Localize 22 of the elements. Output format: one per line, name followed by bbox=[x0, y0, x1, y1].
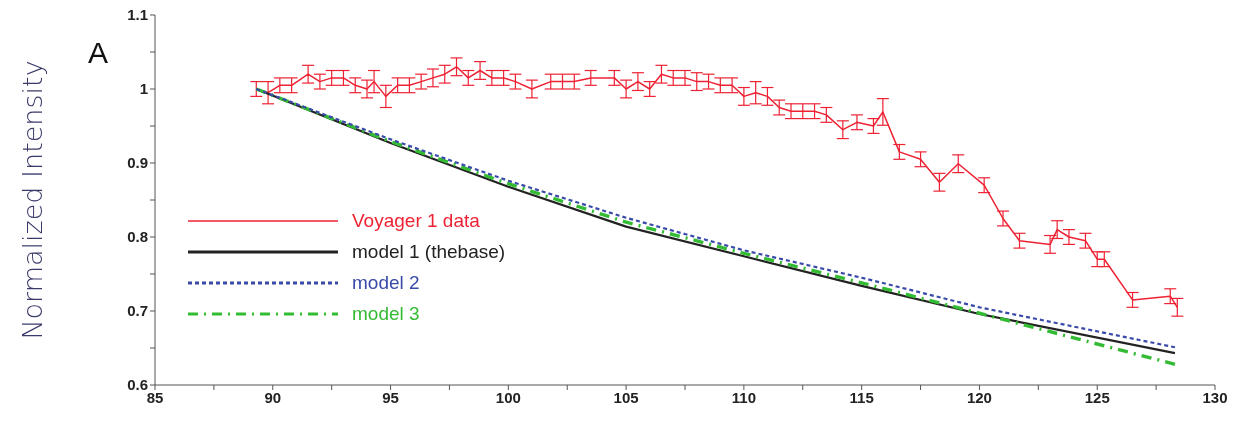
y-tick-label: 1.1 bbox=[127, 6, 148, 24]
x-tick-label: 85 bbox=[146, 388, 164, 406]
x-tick-label: 120 bbox=[966, 388, 992, 406]
y-axis-title: Normalized Intensity bbox=[17, 60, 48, 340]
x-tick-label: 105 bbox=[613, 388, 639, 406]
y-tick-label: 0.7 bbox=[127, 302, 148, 320]
x-tick-label: 125 bbox=[1084, 388, 1110, 406]
text: model 3 bbox=[352, 302, 420, 325]
x-tick-label: 100 bbox=[495, 388, 521, 406]
x-tick-label: 110 bbox=[731, 388, 756, 406]
x-tick-label: 90 bbox=[264, 388, 282, 406]
text: A bbox=[88, 36, 109, 70]
x-tick-label: 115 bbox=[849, 388, 874, 406]
y-tick-label: 1 bbox=[139, 80, 148, 98]
y-tick-label: 0.9 bbox=[127, 154, 148, 172]
text: model 1 (thebase) bbox=[352, 240, 506, 263]
y-tick-label: 0.8 bbox=[127, 228, 148, 246]
x-tick-label: 95 bbox=[382, 388, 399, 406]
y-tick-label: 0.6 bbox=[127, 376, 148, 394]
x-tick-label: 130 bbox=[1202, 388, 1228, 406]
text: Voyager 1 data bbox=[352, 209, 480, 232]
text: model 2 bbox=[352, 271, 420, 294]
